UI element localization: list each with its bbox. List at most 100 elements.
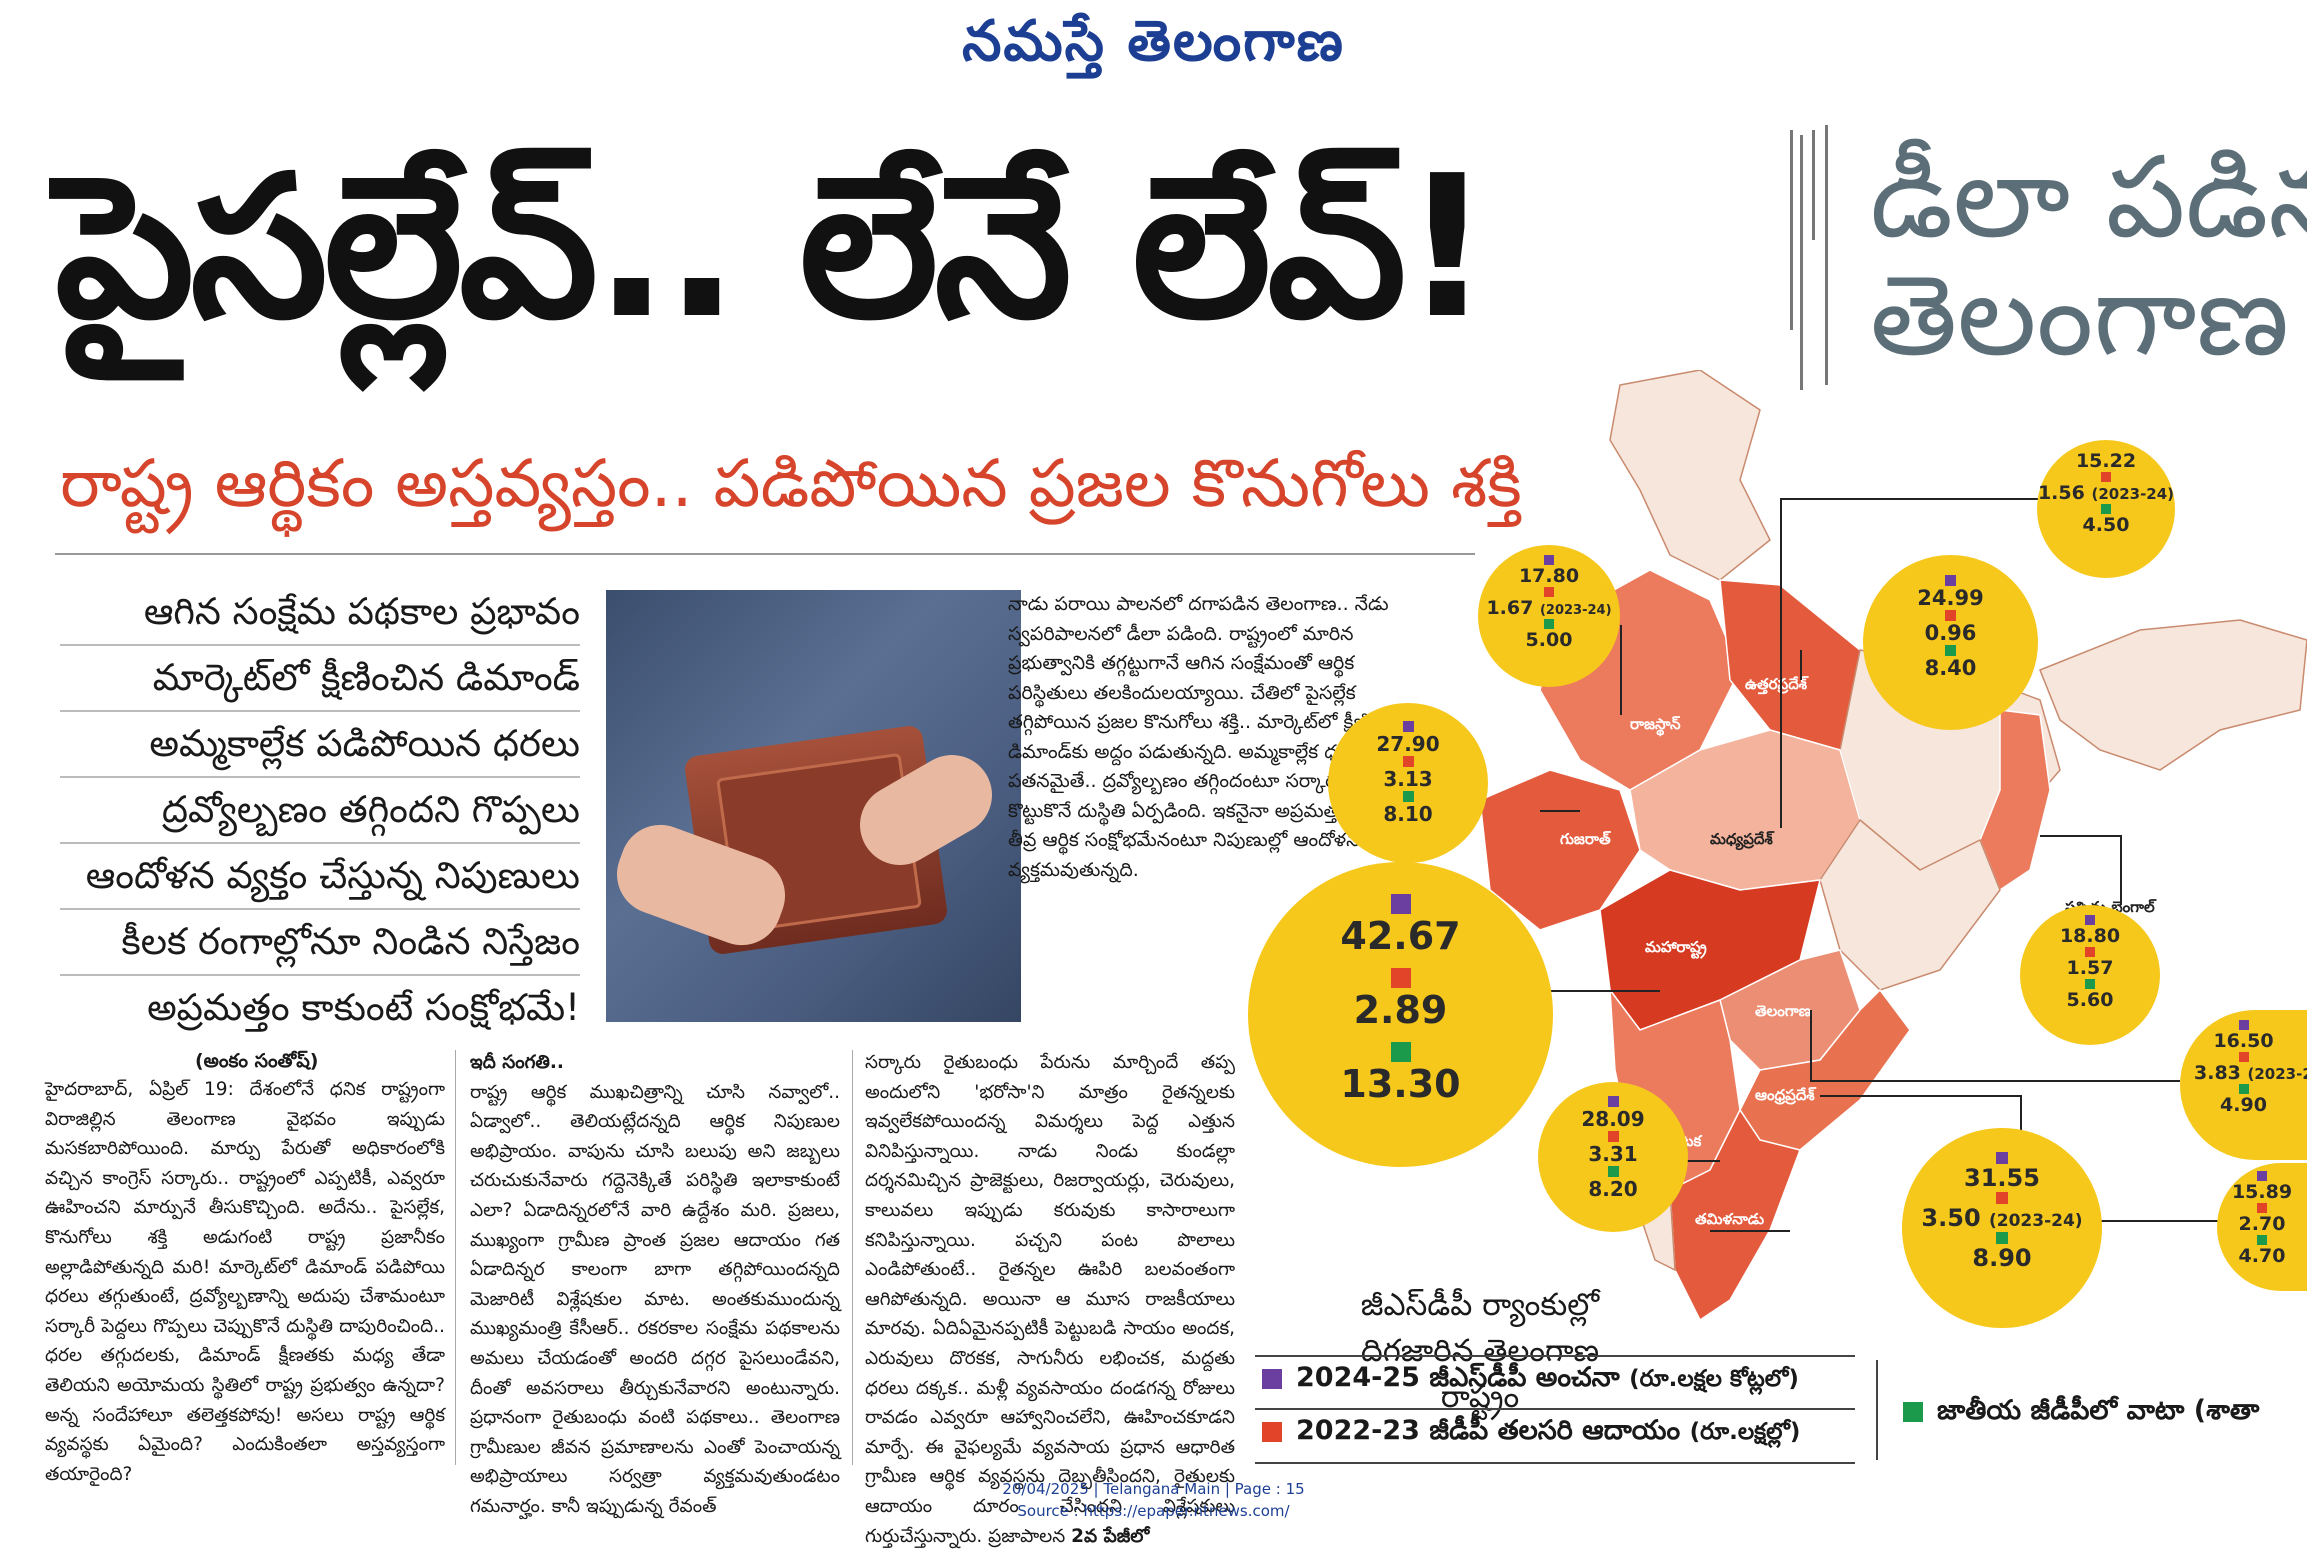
connector-line: [1620, 625, 1622, 715]
gsdp-caption-line: జీఎస్‌డీపీ ర్యాంకుల్లో: [1360, 1287, 1600, 1323]
red-square-icon: [2238, 1052, 2249, 1062]
state-label-gujarat: గుజరాత్: [1560, 830, 1611, 848]
purple-square-icon: [1945, 575, 1956, 586]
green-square-icon: [2238, 1084, 2249, 1094]
bullet-item: ఆగిన సంక్షేమ పథకాల ప్రభావం: [60, 580, 580, 646]
bullet-item: మార్కెట్‌లో క్షీణించిన డిమాండ్: [60, 646, 580, 712]
divider: [55, 553, 1475, 555]
arrow-line: [1790, 130, 1793, 330]
red-square-icon: [1544, 587, 1554, 597]
column-text: సర్కారు రైతుబంధు పేరును మార్చిందే తప్ప అ…: [865, 1052, 1235, 1547]
connector-line: [1710, 1230, 1790, 1232]
bubble-value-gsdp: 31.55: [1964, 1164, 2040, 1192]
article-column-2: ఇదీ సంగతి.. రాష్ట్ర ఆర్థిక ముఖచిత్రాన్ని…: [470, 1048, 840, 1522]
red-square-icon: [1996, 1192, 2008, 1204]
green-square-icon: [1390, 1042, 1411, 1062]
red-square-icon: [1607, 1131, 1619, 1142]
legend-item-gsdp: 2024-25 జీఎస్‌డీపీ అంచనా (రూ.లక్షల కోట్ల…: [1262, 1362, 1799, 1400]
state-label-mp: మధ్యప్రదేశ్: [1710, 830, 1773, 848]
bubble-value-share: 8.20: [1588, 1177, 1638, 1201]
bubble-value-gsdp: 28.09: [1581, 1107, 1645, 1131]
subheadline: రాష్ట్ర ఆర్థికం అస్తవ్యస్తం.. పడిపోయిన ప…: [60, 445, 1522, 522]
state-label-ap: ఆంధ్రప్రదేశ్: [1755, 1086, 1815, 1104]
legend-divider: [1255, 1462, 1855, 1464]
bubble-value-gsdp: 17.80: [1518, 565, 1580, 587]
legend-item-share: జాతీయ జీడీపీలో వాటా (శాతా: [1903, 1395, 2259, 1433]
purple-square-icon: [2257, 1171, 2267, 1181]
bubble-value-gsdp: 16.50: [2213, 1030, 2274, 1052]
data-bubble-karnataka: 28.09 3.31 8.20: [1538, 1082, 1688, 1232]
map-region-tn: [1669, 1108, 1801, 1322]
bubble-value-gsdp: 42.67: [1340, 914, 1461, 958]
data-bubble-maharashtra: 42.67 2.89 13.30: [1248, 862, 1553, 1167]
state-label-tn: తమిళనాడు: [1695, 1210, 1765, 1228]
green-square-icon: [2257, 1235, 2267, 1245]
connector-line: [1780, 498, 1782, 828]
green-square-icon: [1607, 1166, 1619, 1177]
legend-item-percapita: 2022-23 జీడీపీ తలసరి ఆదాయం (రూ.లక్షల్లో): [1262, 1415, 1800, 1453]
purple-square-icon: [2238, 1020, 2249, 1030]
column-text: రాష్ట్ర ఆర్థిక ముఖచిత్రాన్ని చూసి నవ్వాల…: [470, 1081, 840, 1517]
connector-line: [1540, 810, 1580, 812]
column-heading: ఇదీ సంగతి..: [470, 1052, 564, 1073]
bubble-value-percapita: 2.89: [1353, 988, 1448, 1032]
bubble-value-percapita: 1.57: [2066, 957, 2114, 979]
footer-date-line: 20/04/2025 | Telangana Main | Page : 15: [1002, 1480, 1305, 1498]
purple-square-icon: [1390, 894, 1411, 914]
bubble-value-share: 4.70: [2238, 1245, 2286, 1267]
bubble-value-gsdp: 15.89: [2231, 1181, 2293, 1203]
data-bubble-tn: 31.55 3.50 (2023-24) 8.90: [1902, 1128, 2102, 1328]
green-square-icon: [1903, 1401, 1923, 1422]
bubble-value-share: 4.90: [2220, 1094, 2267, 1116]
bullet-item: ద్రవ్యోల్బణం తగ్గిందని గొప్పలు: [60, 778, 580, 844]
red-square-icon: [2101, 472, 2111, 482]
green-square-icon: [1996, 1232, 2008, 1244]
bullet-list: ఆగిన సంక్షేమ పథకాల ప్రభావం మార్కెట్‌లో క…: [60, 580, 580, 1040]
red-square-icon: [2085, 947, 2095, 957]
green-square-icon: [2101, 504, 2111, 514]
connector-line: [1810, 1080, 2180, 1082]
article-column-1: హైదరాబాద్, ఏప్రిల్ 19: దేశంలోనే ధనిక రాష…: [45, 1079, 445, 1485]
bubble-value-gsdp: 15.22: [2075, 450, 2137, 472]
bubble-value-percapita: 1.56 (2023-24): [2037, 482, 2175, 504]
footer-source-line: Source : https://epaper.ntnews.com/: [1017, 1502, 1290, 1520]
intro-text: నాడు పరాయి పాలనలో దగాపడిన తెలంగాణ.. నేడు…: [1008, 593, 1415, 881]
data-bubble-telangana: 16.50 3.83 (2023-24) 4.90: [2180, 1010, 2307, 1160]
data-bubble-wb: 18.80 1.57 5.60: [2020, 905, 2160, 1045]
connector-line: [1800, 650, 1802, 680]
map-region-wb: [1979, 709, 2051, 892]
bubble-value-percapita: 1.67 (2023-24): [1486, 597, 1612, 619]
data-bubble-rajasthan: 17.80 1.67 (2023-24) 5.00: [1478, 545, 1620, 687]
state-label-rajasthan: రాజస్థాన్: [1630, 715, 1681, 733]
map-region-northeast: [2039, 619, 2307, 771]
bubble-value-share: 8.40: [1924, 656, 1977, 680]
purple-square-icon: [2085, 915, 2095, 925]
bullet-item: అప్రమత్తం కాకుంటే సంక్షోభమే!: [147, 986, 580, 1029]
connector-line: [1780, 498, 2040, 500]
continued-label: 2వ పేజీలో: [1071, 1525, 1150, 1547]
bubble-value-percapita: 3.31: [1588, 1142, 1638, 1166]
bubble-value-share: 13.30: [1340, 1062, 1461, 1106]
arrow-line: [1825, 125, 1828, 385]
map-region-north: [1609, 370, 1771, 581]
data-bubble-gujarat: 27.90 3.13 8.10: [1328, 703, 1488, 863]
legend-vertical-divider: [1876, 1360, 1878, 1460]
bubble-value-gsdp: 24.99: [1917, 586, 1984, 610]
legend-divider: [1255, 1408, 1855, 1410]
bullet-item: ఆందోళన వ్యక్తం చేస్తున్న నిపుణులు: [60, 844, 580, 910]
column-divider: [852, 1050, 853, 1465]
bubble-value-share: 8.90: [1972, 1244, 2032, 1272]
side-title-line: తెలంగాణ: [1870, 250, 2289, 381]
arrow-line: [1812, 130, 1815, 240]
masthead: నమస్తే తెలంగాణ: [962, 8, 1345, 74]
bubble-value-share: 5.00: [1525, 629, 1573, 651]
bullet-item: కీలక రంగాల్లోనూ నిండిన నిస్తేజం: [60, 910, 580, 976]
connector-line: [1550, 990, 1660, 992]
wallet-photo: [606, 590, 1021, 1022]
bubble-value-share: 5.60: [2066, 989, 2114, 1011]
bubble-value-share: 8.10: [1383, 802, 1433, 826]
side-title: డీలా పడిన తెలంగాణ: [1870, 139, 2307, 381]
state-label-up: ఉత్తరప్రదేశ్: [1745, 675, 1808, 693]
bubble-value-percapita: 3.83 (2023-24): [2194, 1062, 2307, 1084]
india-map-graphic: రాజస్థాన్ ఉత్తరప్రదేశ్ గుజరాత్ మధ్యప్రదే…: [1248, 370, 2307, 1330]
